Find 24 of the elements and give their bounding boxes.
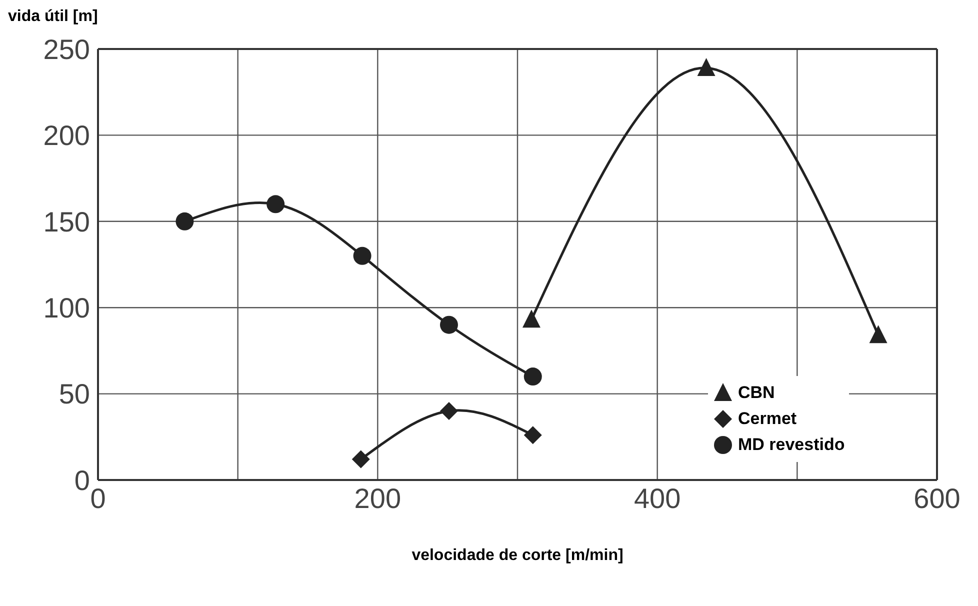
x-tick-label: 600 — [914, 482, 960, 514]
point — [524, 426, 542, 444]
point — [266, 195, 285, 214]
point — [352, 450, 370, 468]
point — [353, 246, 372, 265]
point — [524, 368, 542, 386]
point — [869, 325, 888, 344]
y-tick-label: 100 — [43, 292, 90, 324]
legend-label: MD revestido — [738, 435, 845, 455]
point — [522, 310, 540, 328]
point — [440, 402, 458, 420]
point — [176, 212, 194, 230]
y-tick-label: 200 — [43, 120, 90, 152]
y-axis-title: vida útil [m] — [8, 8, 99, 27]
y-tick-label: 50 — [58, 378, 90, 410]
x-axis-title: velocidade de corte [m/min] — [412, 547, 624, 564]
y-tick-label: 150 — [43, 206, 90, 238]
point — [440, 316, 458, 334]
y-tick-label: 250 — [43, 34, 90, 65]
legend-label: CBN — [738, 383, 775, 403]
x-tick-label: 200 — [354, 482, 402, 514]
point — [697, 58, 716, 76]
legend-label: Cermet — [738, 409, 797, 429]
x-tick-label: 400 — [634, 482, 681, 514]
